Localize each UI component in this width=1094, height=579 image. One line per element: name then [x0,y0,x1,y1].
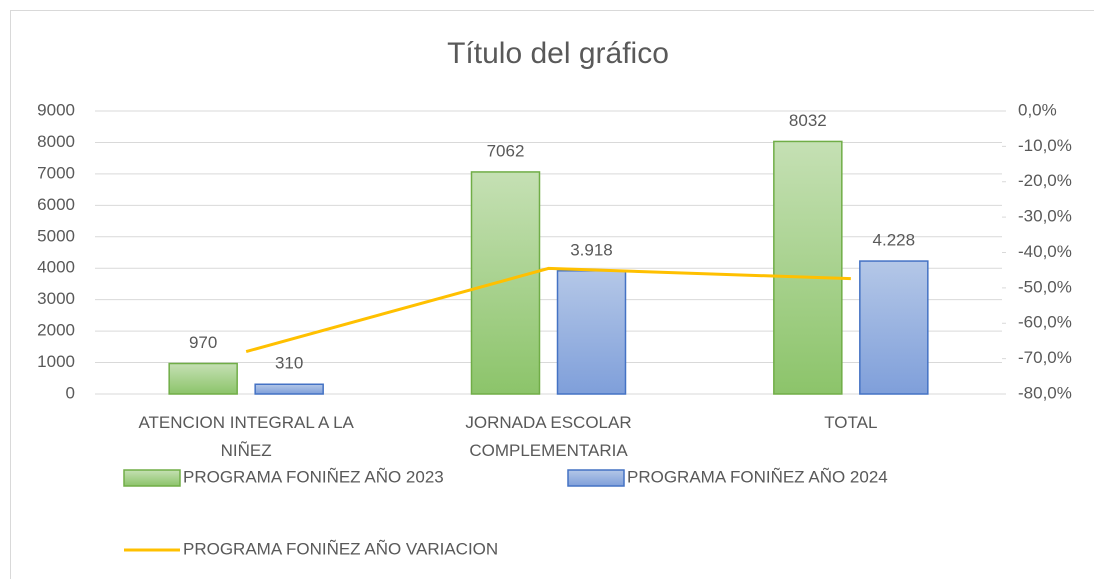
bar [556,270,627,395]
bar [859,260,929,395]
data-label: 4.228 [873,231,916,250]
legend-label: PROGRAMA FONIÑEZ AÑO 2023 [183,467,444,486]
y-tick-label: 8000 [37,132,75,151]
y-tick-label: 0 [66,383,75,402]
legend-swatch [567,469,625,487]
y-tick-label: 7000 [37,163,75,182]
y2-tick-label: -60,0% [1018,313,1072,332]
legend-label: PROGRAMA FONIÑEZ AÑO 2024 [627,467,888,486]
y2-tick-label: -50,0% [1018,277,1072,296]
chart-frame [10,10,1094,579]
line [245,266,851,353]
bar [168,362,238,395]
x-tick-label: TOTAL [824,413,877,432]
y-tick-label: 2000 [37,321,75,340]
y2-tick-label: -30,0% [1018,207,1072,226]
y-tick-label: 6000 [37,195,75,214]
chart-title: Título del gráfico [447,37,669,70]
x-tick-label: JORNADA ESCOLAR COMPLEMENTARIA [465,413,631,460]
bar [470,171,541,395]
data-label: 8032 [789,111,827,130]
data-label: 970 [189,333,217,352]
y2-tick-label: -40,0% [1018,242,1072,261]
y2-tick-label: -80,0% [1018,383,1072,402]
data-label: 3.918 [570,240,613,259]
y-tick-label: 9000 [37,100,75,119]
legend-label: PROGRAMA FONIÑEZ AÑO VARIACION [183,539,498,558]
y2-tick-label: -10,0% [1018,136,1072,155]
y-tick-label: 5000 [37,226,75,245]
y-tick-label: 3000 [37,289,75,308]
data-label: 7062 [487,141,525,160]
y2-tick-label: -70,0% [1018,348,1072,367]
y-tick-label: 4000 [37,258,75,277]
y2-tick-label: -20,0% [1018,171,1072,190]
bar [254,383,324,395]
legend-swatch [123,469,181,487]
data-label: 310 [275,354,303,373]
y2-tick-label: 0,0% [1018,100,1057,119]
bar [773,140,843,395]
y-tick-label: 1000 [37,352,75,371]
x-tick-label: ATENCION INTEGRAL A LA NIÑEZ [138,413,354,460]
